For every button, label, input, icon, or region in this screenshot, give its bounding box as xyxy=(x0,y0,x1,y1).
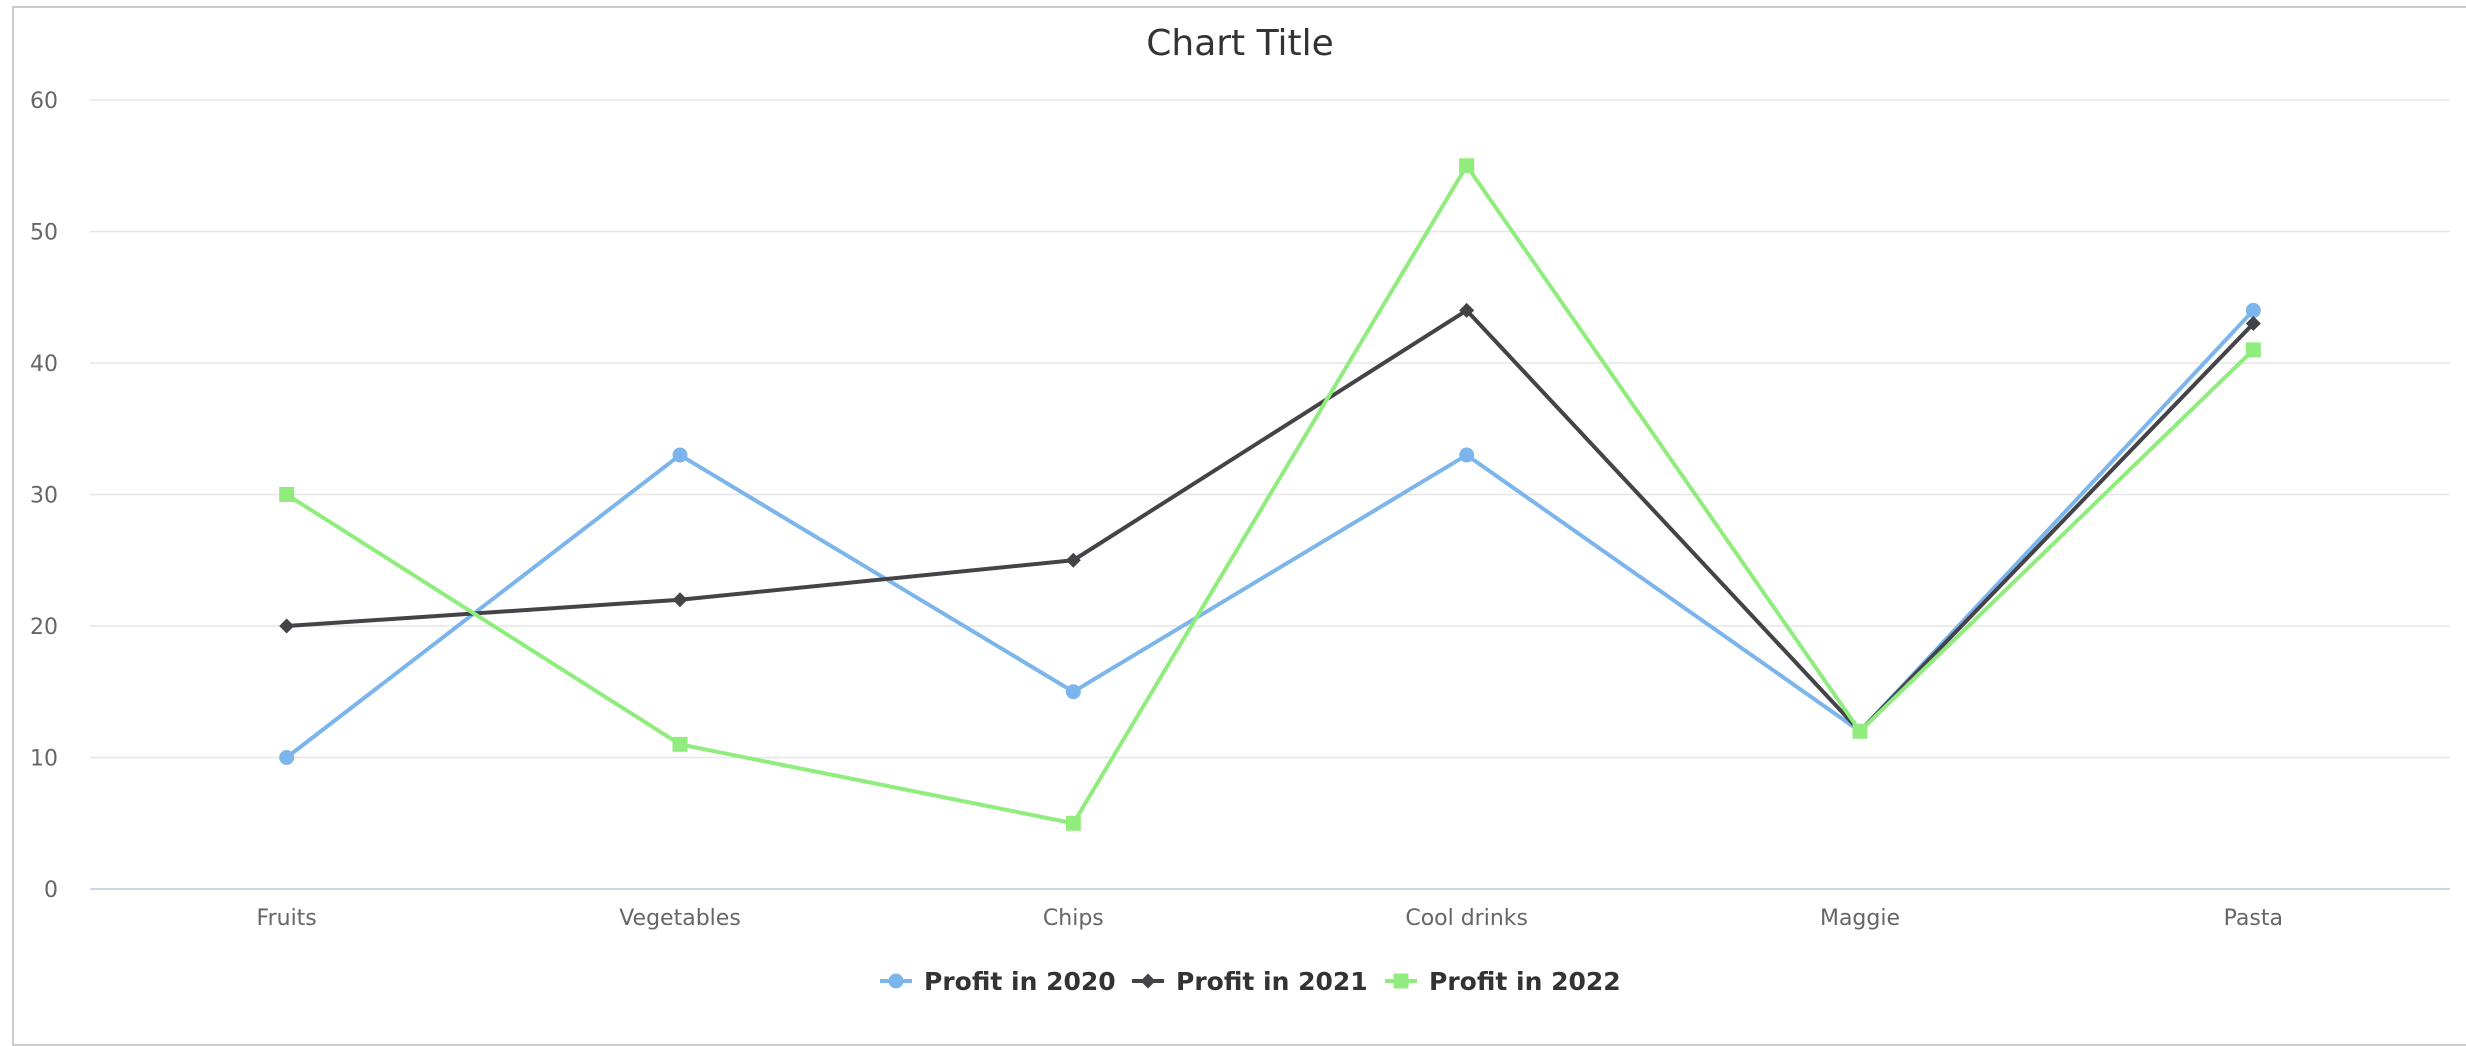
x-axis-ticks: Fruits Vegetables Chips Cool drinks Maggie Pa… xyxy=(257,906,2283,931)
legend-marker[interactable] xyxy=(1140,973,1156,989)
legend-item-3[interactable]: Profit in 2022 xyxy=(1385,967,1621,996)
series-line xyxy=(284,308,2256,760)
legend-label: Profit in 2020 xyxy=(924,967,1116,996)
data-point[interactable] xyxy=(1065,552,1081,568)
legend-marker[interactable] xyxy=(888,973,904,989)
data-point[interactable] xyxy=(1065,815,1081,831)
x-tick-label: Vegetables xyxy=(619,906,741,931)
data-point[interactable] xyxy=(279,487,295,502)
legend-label: Profit in 2021 xyxy=(1176,967,1368,996)
data-point[interactable] xyxy=(2245,302,2261,318)
data-point[interactable] xyxy=(279,618,295,634)
data-point[interactable] xyxy=(672,592,688,608)
legend-label: Profit in 2022 xyxy=(1429,967,1621,996)
x-tick-label: Maggie xyxy=(1820,906,1900,931)
data-point[interactable] xyxy=(1065,684,1081,700)
legend[interactable]: Profit in 2020 Profit in 2021 Profit in 20… xyxy=(880,967,1621,996)
series-2 xyxy=(279,302,2261,739)
data-point[interactable] xyxy=(1459,447,1475,463)
x-tick-label: Cool drinks xyxy=(1405,906,1528,931)
legend-marker[interactable] xyxy=(1393,973,1409,989)
grid-lines xyxy=(90,99,2450,759)
y-tick-label: 60 xyxy=(30,89,58,114)
data-point[interactable] xyxy=(1459,158,1475,174)
data-point[interactable] xyxy=(1459,302,1475,318)
x-tick-label: Chips xyxy=(1043,906,1104,931)
series-3 xyxy=(279,158,2261,831)
legend-item-2[interactable]: Profit in 2021 xyxy=(1132,967,1368,996)
x-tick-label: Fruits xyxy=(257,906,317,931)
data-point[interactable] xyxy=(279,750,295,765)
y-axis-ticks: 0 10 20 30 40 50 60 xyxy=(30,89,58,903)
chart-title: Chart Title xyxy=(1146,23,1334,64)
y-tick-label: 50 xyxy=(30,221,58,246)
data-point[interactable] xyxy=(2245,316,2261,332)
data-point[interactable] xyxy=(672,447,688,463)
y-tick-label: 10 xyxy=(30,747,58,772)
data-point[interactable] xyxy=(672,736,688,752)
series-line xyxy=(284,308,2256,734)
series-line xyxy=(284,163,2256,826)
data-point[interactable] xyxy=(1852,723,1868,739)
x-tick-label: Pasta xyxy=(2224,906,2283,931)
series-group xyxy=(279,158,2261,831)
y-tick-label: 20 xyxy=(30,615,58,640)
y-tick-label: 40 xyxy=(30,352,58,377)
series-1 xyxy=(279,302,2261,765)
y-tick-label: 30 xyxy=(30,484,58,509)
legend-item-1[interactable]: Profit in 2020 xyxy=(880,967,1116,996)
y-tick-label: 0 xyxy=(44,878,58,903)
data-point[interactable] xyxy=(2245,342,2261,358)
